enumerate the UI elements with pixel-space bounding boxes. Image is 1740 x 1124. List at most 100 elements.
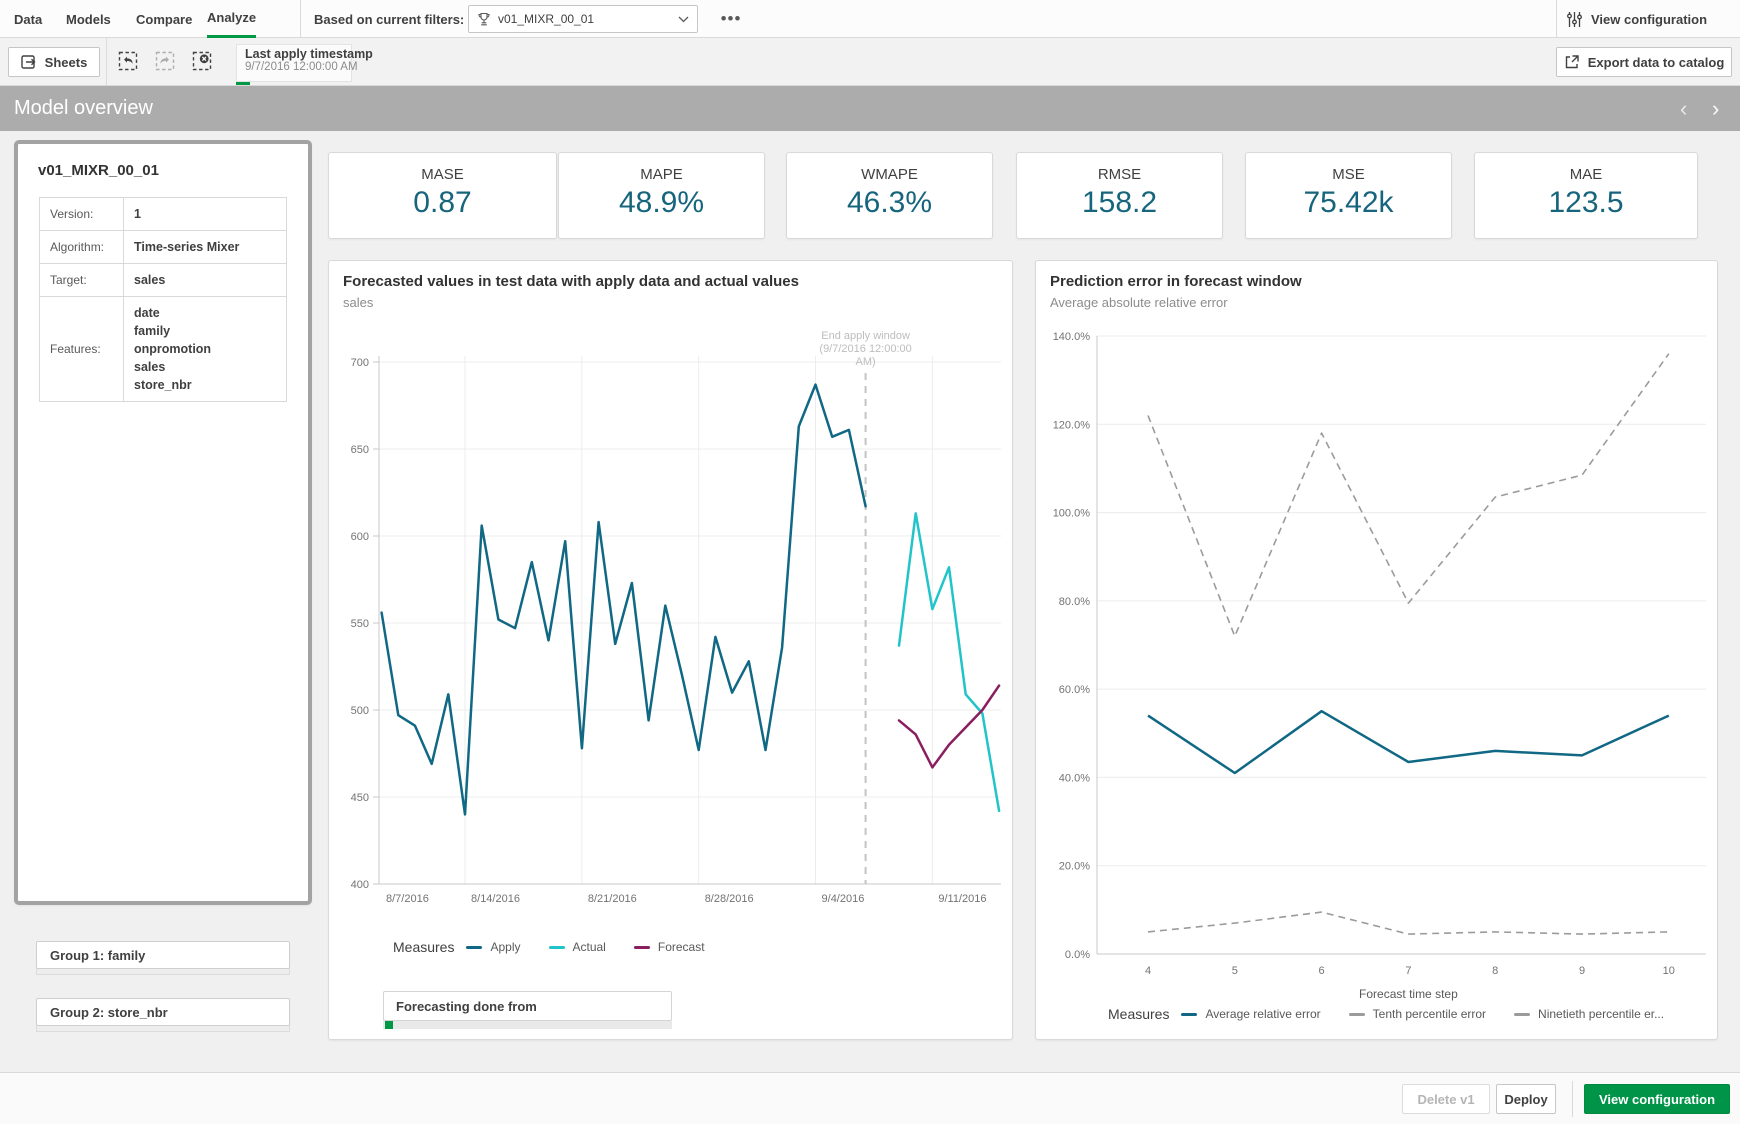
model-property-row: Algorithm: Time-series Mixer — [39, 230, 287, 264]
prediction-error-subtitle: Average absolute relative error — [1050, 295, 1228, 310]
svg-text:650: 650 — [351, 444, 369, 456]
trophy-icon — [478, 12, 490, 25]
svg-text:10: 10 — [1663, 965, 1675, 977]
forecasting-done-from-box[interactable]: Forecasting done from — [383, 991, 672, 1021]
kpi-card-wmape: WMAPE 46.3% — [786, 152, 993, 239]
prediction-error-chart-card[interactable]: Prediction error in forecast window Aver… — [1035, 260, 1718, 1040]
kpi-card-mae: MAE 123.5 — [1474, 152, 1698, 239]
svg-text:8: 8 — [1492, 965, 1498, 977]
property-value: sales — [123, 263, 287, 297]
model-property-row: Features: date family onpromotion sales store… — [39, 296, 287, 402]
group2-density-strip — [36, 1026, 290, 1032]
forecast-chart-plot[interactable]: 400 450 500 550 600 650 700 8/7/2016 8/14/2016 8/… — [329, 261, 1014, 1041]
deploy-button[interactable]: Deploy — [1496, 1084, 1556, 1114]
group1-density-strip — [36, 969, 290, 975]
svg-text:Forecast time step: Forecast time step — [1359, 987, 1458, 1001]
sheet-title: Model overview — [14, 97, 153, 119]
svg-text:500: 500 — [351, 705, 369, 717]
kpi-label: RMSE — [1097, 166, 1142, 183]
view-configuration-label: View configuration — [1591, 11, 1708, 27]
legend-label: Apply — [490, 940, 521, 954]
svg-text:4: 4 — [1145, 965, 1151, 977]
svg-text:550: 550 — [351, 618, 369, 630]
kpi-label: MAE — [1569, 166, 1603, 183]
legend-label: Forecast — [657, 940, 705, 954]
chevron-down-icon — [678, 16, 689, 22]
legend-swatch — [1181, 1012, 1198, 1016]
delete-version-button: Delete v1 — [1402, 1084, 1490, 1114]
svg-text:8/21/2016: 8/21/2016 — [588, 893, 637, 905]
property-value: date family onpromotion sales store_nbr — [123, 296, 287, 402]
svg-text:9/11/2016: 9/11/2016 — [938, 893, 986, 905]
forecast-chart-legend: Measures Apply Actual Forecast — [393, 939, 733, 955]
kpi-card-mse: MSE 75.42k — [1245, 152, 1452, 239]
step-back-selection-button[interactable] — [113, 46, 143, 76]
svg-text:400: 400 — [351, 879, 369, 891]
prediction-error-title: Prediction error in forecast window — [1050, 273, 1302, 290]
svg-text:9/4/2016: 9/4/2016 — [822, 893, 865, 905]
svg-text:100.0%: 100.0% — [1053, 508, 1091, 520]
prediction-error-plot[interactable]: 0.0% 20.0% 40.0% 60.0% 80.0% 100.0% 120.0% 140.… — [1036, 261, 1719, 1041]
group2-label: Group 2: store_nbr — [50, 1004, 168, 1020]
kpi-card-mape: MAPE 48.9% — [558, 152, 765, 239]
model-version-title: v01_MIXR_00_01 — [38, 162, 159, 179]
group2-filter-box[interactable]: Group 2: store_nbr — [36, 998, 290, 1026]
model-filter-value: v01_MIXR_00_01 — [498, 12, 595, 26]
group1-filter-box[interactable]: Group 1: family — [36, 941, 290, 969]
last-apply-timestamp-value: 9/7/2016 12:00:00 AM — [245, 61, 358, 73]
series-forecast — [897, 684, 1001, 769]
redo-selection-icon — [155, 51, 175, 71]
svg-text:(9/7/2016 12:00:00: (9/7/2016 12:00:00 — [819, 343, 911, 355]
svg-text:600: 600 — [351, 531, 369, 543]
kpi-value: 46.3% — [846, 186, 933, 219]
svg-text:End apply window: End apply window — [821, 330, 910, 342]
property-value: Time-series Mixer — [123, 230, 287, 264]
svg-text:6: 6 — [1319, 965, 1325, 977]
legend-item: Ninetieth percentile er... — [1514, 1007, 1664, 1021]
forecasting-done-from-label: Forecasting done from — [396, 998, 537, 1014]
toolbar: Sheets Last apply timestamp 9/7/2016 — [0, 38, 1740, 86]
tab-data[interactable]: Data — [14, 0, 42, 38]
previous-sheet-arrow[interactable]: ‹ — [1680, 95, 1688, 121]
prediction-error-legend: Measures Average relative error Tenth perc… — [1108, 1006, 1692, 1022]
export-data-button[interactable]: Export data to catalog — [1556, 47, 1732, 77]
filters-label: Based on current filters: — [314, 11, 465, 27]
property-label: Algorithm: — [39, 230, 124, 264]
legend-swatch — [633, 945, 650, 949]
svg-text:0.0%: 0.0% — [1065, 949, 1090, 961]
series-apply — [380, 383, 867, 816]
kpi-label: MSE — [1332, 166, 1365, 183]
forecast-chart-card[interactable]: Forecasted values in test data with appl… — [328, 260, 1013, 1040]
legend-item: Actual — [548, 940, 606, 954]
svg-text:60.0%: 60.0% — [1059, 684, 1090, 696]
legend-label: Actual — [572, 940, 606, 954]
step-forward-selection-button[interactable] — [150, 46, 180, 76]
model-properties-table: Version: 1 Algorithm: Time-series Mixer Targ… — [39, 197, 287, 402]
more-options-button[interactable]: ••• — [720, 9, 742, 28]
sheets-button[interactable]: Sheets — [8, 47, 100, 77]
legend-item: Apply — [466, 940, 521, 954]
svg-text:80.0%: 80.0% — [1059, 596, 1090, 608]
view-configuration-button[interactable]: View configuration — [1584, 1084, 1730, 1114]
sheet-header: Model overview ‹ › — [0, 86, 1740, 131]
kpi-label: MAPE — [640, 166, 683, 183]
tab-models[interactable]: Models — [66, 0, 111, 38]
nav-divider — [1556, 0, 1557, 38]
last-apply-timestamp: Last apply timestamp 9/7/2016 12:00:00 A… — [236, 44, 373, 82]
next-sheet-arrow[interactable]: › — [1712, 95, 1720, 121]
forecasting-density-strip — [383, 1021, 672, 1029]
model-filter-dropdown[interactable]: v01_MIXR_00_01 — [468, 5, 698, 33]
svg-text:5: 5 — [1232, 965, 1238, 977]
tab-compare[interactable]: Compare — [136, 0, 192, 38]
top-nav: Data Models Compare Analyze Based on cur… — [0, 0, 1740, 38]
legend-item: Forecast — [633, 940, 705, 954]
property-label: Features: — [39, 296, 124, 402]
legend-swatch — [466, 945, 483, 949]
model-version-card[interactable]: v01_MIXR_00_01 Version: 1 Algorithm: Time-s… — [14, 140, 312, 905]
view-configuration-link[interactable]: View configuration — [1566, 0, 1740, 38]
model-property-row: Target: sales — [39, 263, 287, 297]
svg-text:9: 9 — [1579, 965, 1585, 977]
clear-selections-button[interactable] — [187, 46, 217, 76]
tab-analyze[interactable]: Analyze — [207, 0, 257, 38]
